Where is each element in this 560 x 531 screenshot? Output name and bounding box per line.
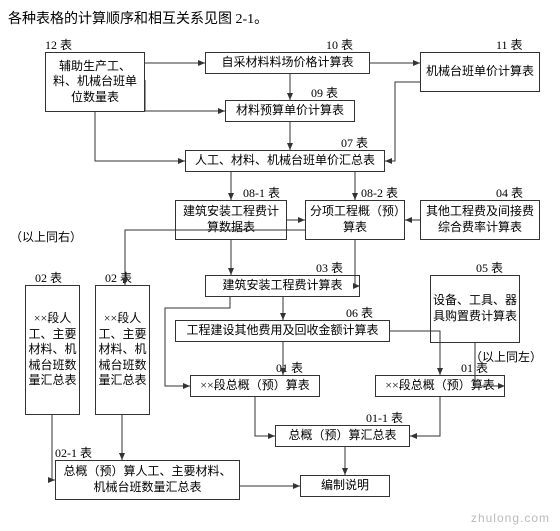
- watermark: zhulong.com: [471, 511, 550, 525]
- flowchart-edges: [0, 0, 560, 531]
